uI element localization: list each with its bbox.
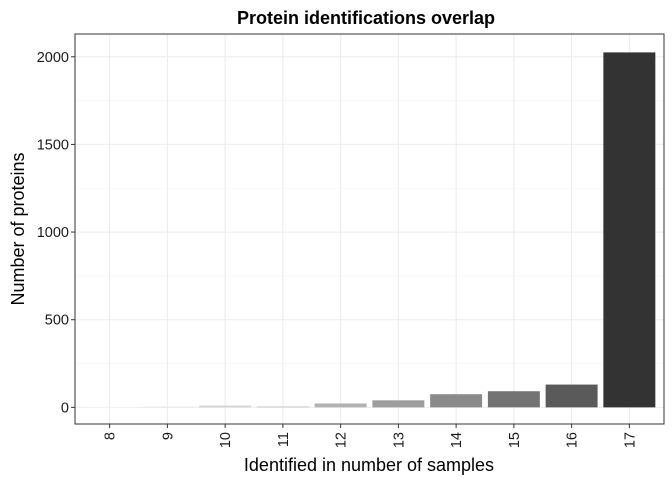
x-tick-label: 8 <box>103 432 119 440</box>
bars <box>83 52 656 408</box>
y-axis-title: Number of proteins <box>8 152 28 305</box>
y-tick-label: 500 <box>45 313 69 329</box>
y-tick-label: 1000 <box>37 225 69 241</box>
x-axis-title: Identified in number of samples <box>244 455 494 475</box>
y-tick-label: 2000 <box>37 50 69 66</box>
y-tick-label: 1500 <box>37 137 69 153</box>
x-axis: 8 9 10 11 12 13 14 15 16 17 <box>103 424 638 448</box>
x-tick-label: 12 <box>334 432 350 448</box>
x-tick-label: 16 <box>565 432 581 448</box>
bar-9 <box>141 406 194 408</box>
bar-13 <box>372 400 425 408</box>
x-tick-label: 14 <box>449 432 465 448</box>
x-tick-label: 13 <box>391 432 407 448</box>
bar-16 <box>545 384 598 408</box>
y-tick-label: 0 <box>61 400 69 416</box>
panel-border <box>74 33 665 425</box>
bar-10 <box>199 405 252 408</box>
bar-15 <box>487 391 540 408</box>
bar-12 <box>314 403 367 408</box>
grid <box>75 34 664 424</box>
x-tick-label: 11 <box>276 432 292 447</box>
x-tick-label: 10 <box>218 432 234 448</box>
bar-8 <box>83 406 136 408</box>
bar-14 <box>430 394 483 408</box>
bar-17 <box>603 52 656 408</box>
x-tick-label: 15 <box>507 432 523 448</box>
x-tick-label: 17 <box>622 432 638 448</box>
x-tick-label: 9 <box>160 432 176 440</box>
chart-title: Protein identifications overlap <box>237 8 495 28</box>
bar-11 <box>256 406 309 408</box>
y-axis: 0 500 1000 1500 2000 <box>37 50 75 416</box>
